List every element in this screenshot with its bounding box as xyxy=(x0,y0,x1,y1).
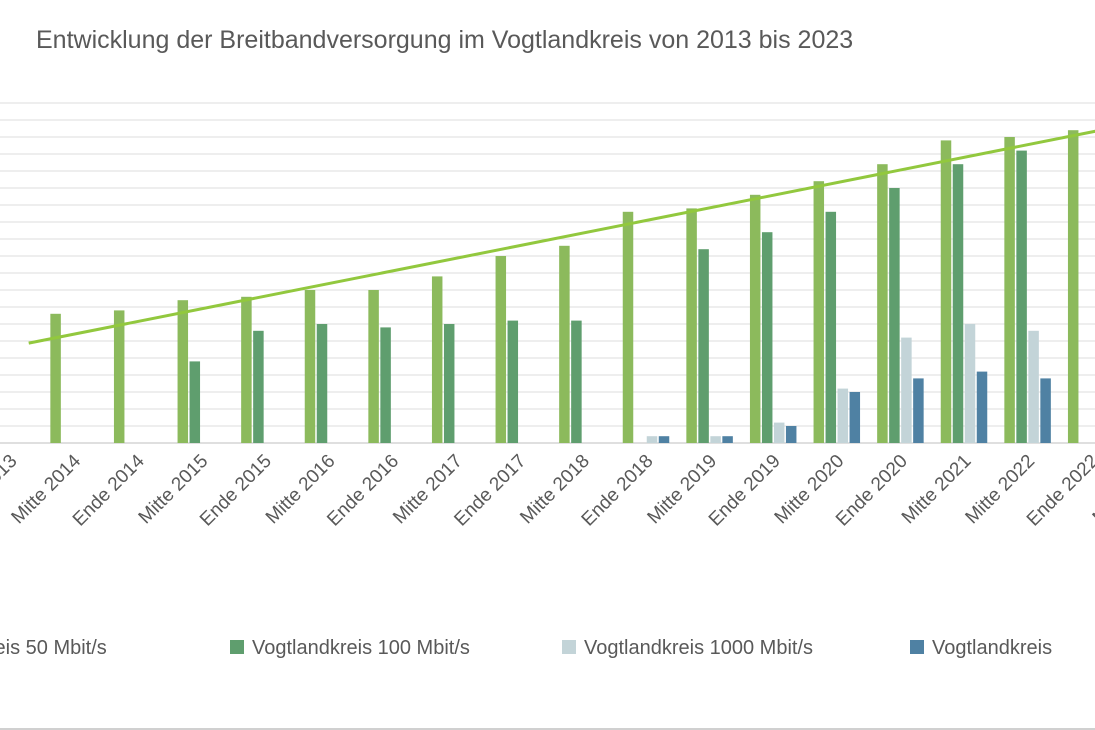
legend-label: Vogtlandkreis 50 Mbit/s xyxy=(0,637,107,659)
bar xyxy=(380,327,391,443)
bar xyxy=(1016,150,1027,443)
bar xyxy=(431,276,443,443)
bar xyxy=(368,290,379,443)
bar xyxy=(658,436,670,443)
legend-label: Vogtlandkreis 100 Mbit/s xyxy=(252,637,470,659)
bar xyxy=(1028,330,1039,443)
bars xyxy=(50,130,1079,443)
bar xyxy=(813,181,825,443)
bar xyxy=(952,164,964,443)
bar xyxy=(940,140,952,443)
legend-swatch xyxy=(230,640,244,654)
bar xyxy=(901,337,912,443)
legend-label: Vogtlandkreis xyxy=(932,637,1052,659)
bar xyxy=(710,436,721,443)
gridlines xyxy=(0,102,1095,444)
bar xyxy=(749,194,761,443)
legend-label: Vogtlandkreis 1000 Mbit/s xyxy=(584,637,813,659)
bar xyxy=(686,208,697,443)
bar xyxy=(316,324,328,443)
bar xyxy=(622,211,634,443)
bar xyxy=(964,324,976,443)
bar xyxy=(877,164,888,443)
bar xyxy=(507,320,519,443)
legend-swatch xyxy=(910,640,924,654)
bar xyxy=(722,436,733,443)
bar xyxy=(443,324,455,443)
bar xyxy=(1004,137,1015,443)
bar xyxy=(913,378,924,443)
bar xyxy=(761,232,773,443)
bar xyxy=(241,296,252,443)
chart-title: Entwicklung der Breitbandversorgung im V… xyxy=(36,26,853,54)
bar xyxy=(113,310,125,443)
bar xyxy=(976,371,988,443)
legend: Vogtlandkreis 50 Mbit/s Vogtlandkreis 100… xyxy=(0,637,1052,659)
bar xyxy=(1067,130,1079,443)
bar xyxy=(785,426,797,443)
bar xyxy=(889,188,900,443)
legend-swatch xyxy=(562,640,576,654)
bar xyxy=(571,320,582,443)
bar xyxy=(50,313,61,443)
bar xyxy=(189,361,201,443)
bar xyxy=(837,388,849,443)
trendline xyxy=(28,129,1095,345)
bar xyxy=(825,211,837,443)
bar xyxy=(304,290,316,443)
bar xyxy=(698,249,709,443)
bar xyxy=(849,392,861,443)
bar xyxy=(559,245,570,443)
bar xyxy=(495,256,507,443)
bar xyxy=(1040,378,1051,443)
bar xyxy=(253,330,264,443)
bar xyxy=(646,436,658,443)
bar xyxy=(177,300,189,443)
trendline-layer xyxy=(28,129,1095,345)
bar xyxy=(773,422,785,443)
